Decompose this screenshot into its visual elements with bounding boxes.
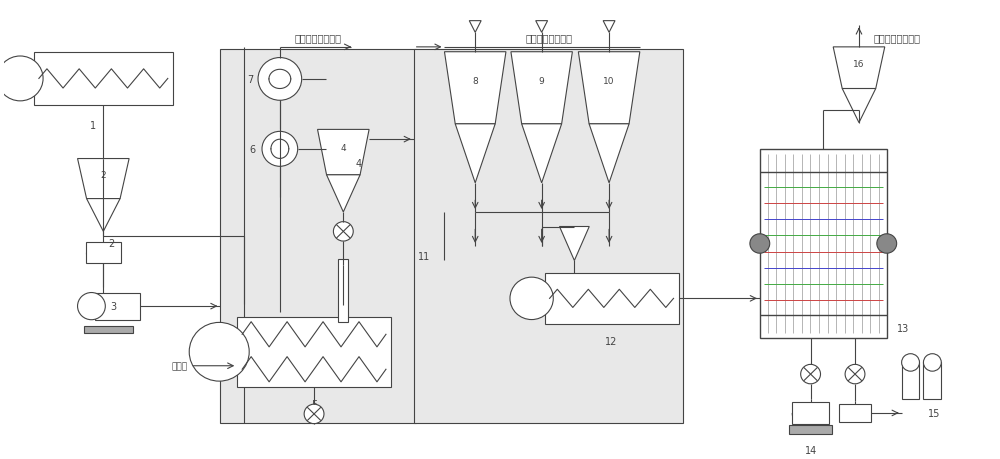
- Polygon shape: [78, 159, 129, 199]
- Text: 14: 14: [804, 445, 817, 455]
- Polygon shape: [603, 22, 615, 33]
- Text: 1: 1: [90, 120, 96, 130]
- Text: 8: 8: [472, 77, 478, 86]
- Text: 12: 12: [605, 336, 618, 347]
- Bar: [545, 274, 679, 324]
- Bar: [923, 363, 941, 399]
- Polygon shape: [536, 22, 548, 33]
- Circle shape: [258, 58, 302, 101]
- Text: 热氮气: 热氮气: [172, 361, 188, 370]
- Polygon shape: [578, 53, 640, 124]
- Bar: [789, 425, 832, 434]
- Bar: [839, 404, 871, 422]
- Circle shape: [902, 354, 919, 371]
- Circle shape: [262, 132, 298, 167]
- Polygon shape: [444, 53, 506, 124]
- Polygon shape: [589, 124, 629, 184]
- Circle shape: [801, 364, 821, 384]
- Bar: [86, 242, 121, 264]
- Bar: [95, 293, 140, 320]
- Circle shape: [333, 222, 353, 241]
- Text: 一级粉体脱挥吸收: 一级粉体脱挥吸收: [295, 33, 342, 43]
- Text: 4: 4: [355, 159, 361, 169]
- Polygon shape: [87, 199, 120, 232]
- Text: 6: 6: [249, 145, 255, 155]
- Text: 5: 5: [311, 399, 317, 409]
- Circle shape: [510, 278, 553, 320]
- Text: 三级烙体脱挥吸收: 三级烙体脱挥吸收: [873, 33, 920, 43]
- Bar: [338, 259, 348, 322]
- Polygon shape: [318, 130, 369, 175]
- Bar: [760, 150, 887, 338]
- Text: 7: 7: [247, 75, 253, 85]
- Text: 二级粉体脱挥吸收: 二级粉体脱挥吸收: [525, 33, 572, 43]
- Circle shape: [845, 364, 865, 384]
- Bar: [237, 317, 391, 387]
- Text: 2: 2: [108, 239, 114, 248]
- Polygon shape: [511, 53, 572, 124]
- Polygon shape: [455, 124, 495, 184]
- Bar: [414, 50, 683, 423]
- Text: 4: 4: [341, 144, 346, 153]
- Bar: [792, 403, 829, 424]
- Polygon shape: [842, 90, 876, 123]
- Polygon shape: [560, 227, 589, 261]
- Polygon shape: [833, 48, 885, 90]
- Bar: [220, 50, 416, 423]
- Text: 10: 10: [603, 77, 615, 86]
- Polygon shape: [327, 175, 360, 213]
- Circle shape: [923, 354, 941, 371]
- Text: 2: 2: [101, 171, 106, 179]
- Text: 13: 13: [897, 324, 909, 334]
- Text: 3: 3: [110, 302, 116, 312]
- Circle shape: [750, 234, 770, 254]
- Circle shape: [304, 404, 324, 424]
- Bar: [902, 363, 919, 399]
- Polygon shape: [522, 124, 562, 184]
- Bar: [34, 53, 173, 106]
- Polygon shape: [469, 22, 481, 33]
- Text: 15: 15: [928, 408, 941, 418]
- Text: 16: 16: [853, 60, 865, 69]
- Text: 9: 9: [539, 77, 545, 86]
- Text: 11: 11: [418, 251, 430, 261]
- Circle shape: [78, 293, 105, 320]
- Circle shape: [189, 323, 249, 381]
- Circle shape: [877, 234, 897, 254]
- Bar: [84, 326, 133, 334]
- Circle shape: [0, 57, 43, 101]
